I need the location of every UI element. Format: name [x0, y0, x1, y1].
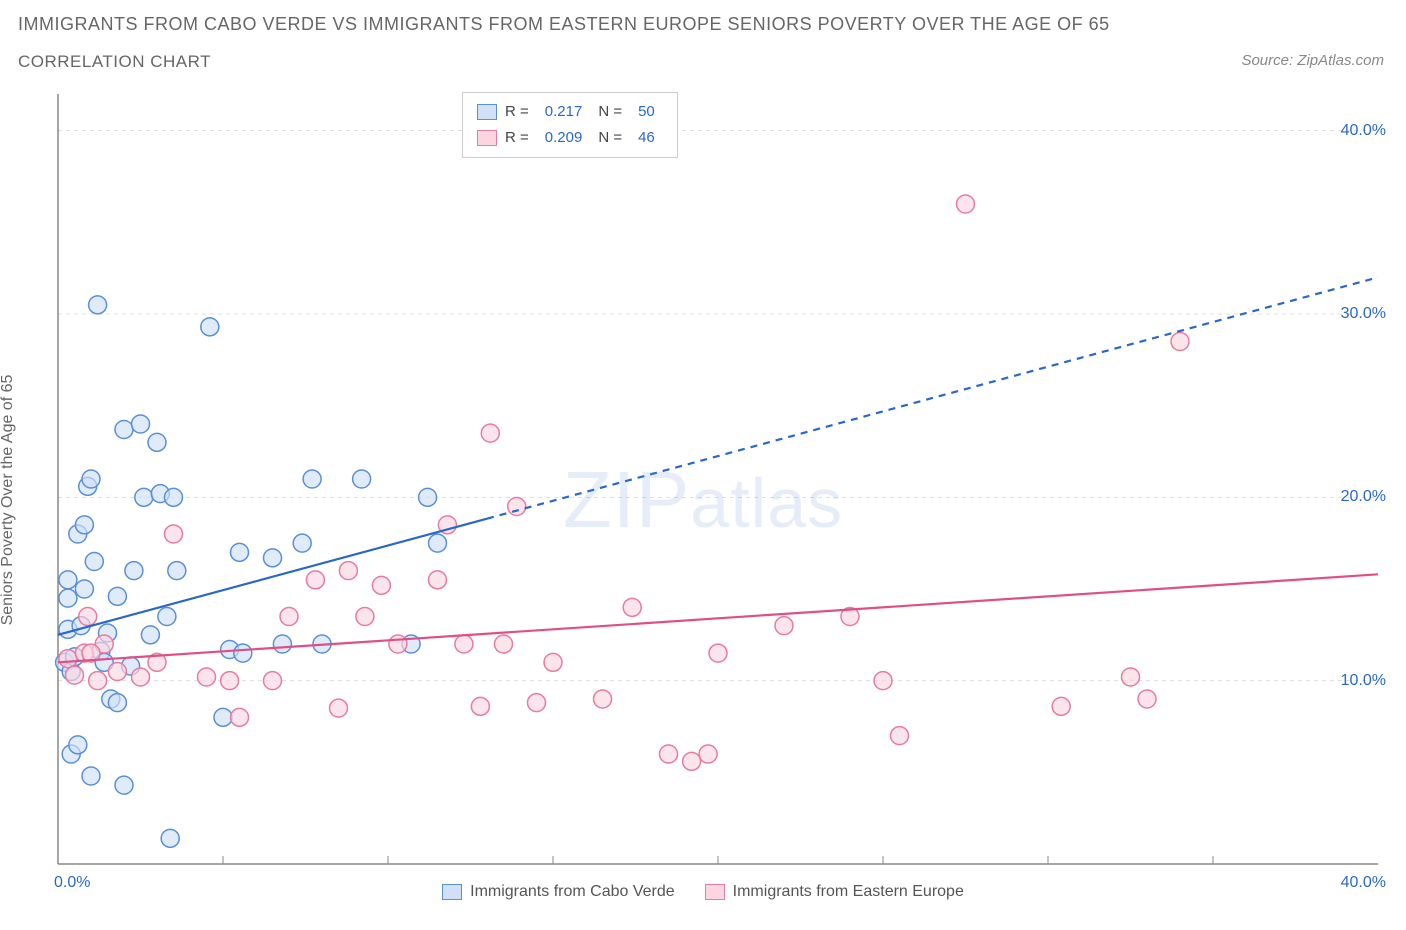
legend-swatch	[477, 104, 497, 120]
legend-stat-row: R = 0.209 N = 46	[477, 125, 663, 151]
legend-series: Immigrants from Cabo Verde Immigrants fro…	[18, 872, 1388, 912]
legend-swatch	[477, 130, 497, 146]
legend-swatch	[442, 884, 462, 900]
x-tick-label: 0.0%	[54, 874, 90, 892]
y-tick-label: 20.0%	[1341, 488, 1386, 506]
legend-n-value: 46	[638, 125, 655, 151]
legend-n-label: N =	[598, 99, 622, 125]
legend-stats: R = 0.217 N = 50 R = 0.209 N = 46	[462, 92, 678, 158]
chart-title: IMMIGRANTS FROM CABO VERDE VS IMMIGRANTS…	[18, 14, 1110, 35]
legend-series-item: Immigrants from Cabo Verde	[442, 872, 675, 912]
x-tick-label: 40.0%	[1341, 874, 1386, 892]
y-tick-label: 10.0%	[1341, 672, 1386, 690]
chart-subtitle: CORRELATION CHART	[18, 52, 211, 72]
legend-r-value: 0.209	[545, 125, 583, 151]
chart-area: Seniors Poverty Over the Age of 65 ZIPat…	[18, 90, 1388, 910]
scatter-plot	[18, 90, 1388, 874]
legend-swatch	[705, 884, 725, 900]
legend-n-value: 50	[638, 99, 655, 125]
legend-series-label: Immigrants from Cabo Verde	[470, 883, 675, 901]
legend-stat-row: R = 0.217 N = 50	[477, 99, 663, 125]
source-label: Source: ZipAtlas.com	[1241, 52, 1384, 69]
legend-series-label: Immigrants from Eastern Europe	[733, 883, 964, 901]
y-axis-label: Seniors Poverty Over the Age of 65	[0, 375, 17, 626]
y-tick-label: 40.0%	[1341, 122, 1386, 140]
y-tick-label: 30.0%	[1341, 305, 1386, 323]
legend-n-label: N =	[598, 125, 622, 151]
legend-r-label: R =	[505, 125, 529, 151]
legend-r-label: R =	[505, 99, 529, 125]
legend-series-item: Immigrants from Eastern Europe	[705, 872, 964, 912]
legend-r-value: 0.217	[545, 99, 583, 125]
